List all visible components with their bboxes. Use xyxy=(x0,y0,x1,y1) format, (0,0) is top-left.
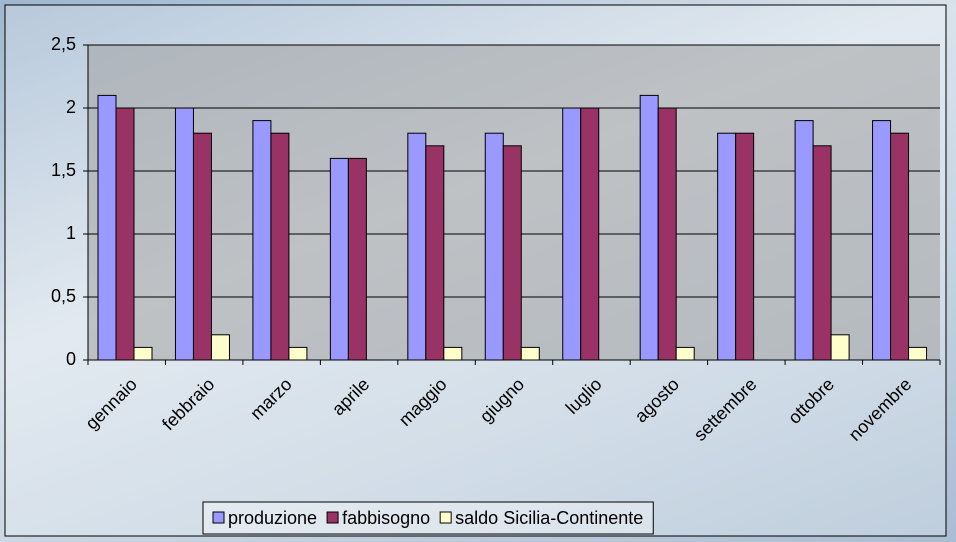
bar xyxy=(908,346,928,361)
bar xyxy=(347,157,367,361)
bar xyxy=(502,145,522,361)
legend-label: produzione xyxy=(228,508,317,528)
y-tick-label: 1 xyxy=(66,223,76,243)
bar xyxy=(812,145,832,361)
bar xyxy=(520,346,540,361)
bar xyxy=(657,107,677,361)
bar xyxy=(872,120,892,361)
bar xyxy=(192,132,212,361)
y-tick-label: 2,5 xyxy=(51,34,76,54)
bar xyxy=(97,94,117,361)
y-tick-label: 2 xyxy=(66,97,76,117)
bar xyxy=(115,107,135,361)
bar xyxy=(174,107,194,361)
bar xyxy=(484,132,504,361)
bar xyxy=(270,132,290,361)
bar xyxy=(210,334,230,361)
y-tick-label: 0 xyxy=(66,349,76,369)
bar xyxy=(562,107,582,361)
legend-swatch xyxy=(326,511,339,524)
bar xyxy=(735,132,755,361)
bar xyxy=(794,120,814,361)
bar xyxy=(639,94,659,361)
bar xyxy=(252,120,272,361)
bar xyxy=(288,346,308,361)
y-tick-label: 0,5 xyxy=(51,286,76,306)
legend-label: fabbisogno xyxy=(342,508,430,528)
bar xyxy=(890,132,910,361)
legend-swatch xyxy=(212,511,225,524)
legend xyxy=(202,501,654,535)
y-tick-label: 1,5 xyxy=(51,160,76,180)
bar xyxy=(329,157,349,361)
bar xyxy=(133,346,153,361)
bar xyxy=(830,334,850,361)
bar xyxy=(675,346,695,361)
bar xyxy=(717,132,737,361)
legend-swatch xyxy=(439,511,452,524)
bar xyxy=(407,132,427,361)
bar xyxy=(580,107,600,361)
bar xyxy=(425,145,445,361)
legend-label: saldo Sicilia-Continente xyxy=(455,508,643,528)
bar xyxy=(443,346,463,361)
